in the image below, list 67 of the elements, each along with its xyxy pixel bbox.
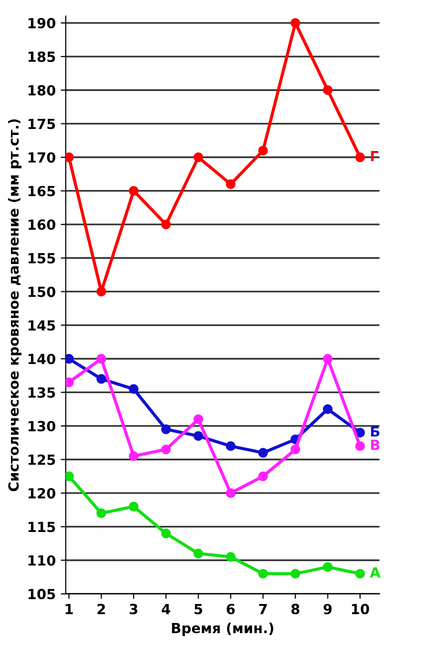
y-tick-label: 170 [28, 152, 56, 163]
point [161, 220, 171, 230]
y-tick-label: 120 [28, 488, 56, 499]
point [226, 488, 236, 498]
point [355, 441, 365, 451]
point [128, 186, 139, 196]
point [96, 374, 106, 384]
x-tick-label: 7 [259, 604, 267, 614]
point [258, 448, 268, 458]
point [290, 444, 300, 454]
y-tick-label: 180 [28, 85, 56, 96]
y-tick-label: 125 [28, 454, 56, 465]
x-tick-label: 3 [130, 604, 138, 614]
series-label: Б [371, 426, 380, 436]
series-label: А [370, 567, 380, 578]
point [322, 85, 333, 95]
point [258, 146, 268, 156]
y-tick-label: 190 [28, 18, 56, 28]
point [193, 414, 204, 424]
y-tick-label: 105 [28, 588, 56, 600]
x-tick-label: 9 [324, 604, 332, 614]
point [355, 568, 365, 579]
x-tick-label: 2 [98, 604, 105, 614]
point [226, 441, 236, 451]
point [193, 548, 204, 558]
y-tick-label: 135 [28, 387, 56, 398]
y-tick-label: 130 [28, 420, 56, 432]
point [193, 152, 204, 162]
point [96, 354, 106, 364]
point [258, 568, 268, 579]
y-axis-title: Систолическое кровяное давление (мм рт.ст.) [8, 119, 22, 492]
series-label: В [371, 440, 380, 450]
point [161, 528, 171, 538]
y-tick-label: 155 [28, 253, 56, 264]
y-tick-label: 160 [28, 219, 56, 230]
y-tick-label: 175 [28, 118, 56, 130]
point [161, 424, 171, 434]
x-tick-label: 10 [352, 604, 370, 614]
point [96, 286, 106, 296]
point [290, 568, 300, 579]
point [322, 562, 333, 572]
point [96, 508, 106, 518]
point [128, 451, 139, 462]
point [322, 354, 333, 364]
point [322, 404, 333, 414]
x-tick-label: 1 [66, 604, 73, 614]
point [128, 502, 139, 512]
point [290, 18, 300, 28]
x-tick-label: 5 [194, 604, 202, 614]
point [226, 552, 236, 562]
x-tick-label: 6 [226, 604, 235, 614]
y-tick-label: 185 [28, 51, 56, 62]
x-axis-title: Время (мин.) [172, 622, 274, 636]
y-tick-label: 145 [28, 320, 56, 331]
point [128, 384, 139, 394]
point [355, 152, 365, 162]
point [226, 179, 236, 189]
y-tick-label: 140 [28, 354, 56, 364]
y-tick-label: 165 [28, 186, 56, 196]
y-tick-label: 115 [28, 522, 56, 532]
y-tick-label: 110 [28, 555, 56, 566]
point [258, 471, 268, 482]
point [193, 431, 204, 441]
x-tick-label: 4 [162, 604, 170, 614]
x-tick-label: 8 [291, 604, 300, 614]
y-tick-label: 150 [28, 286, 56, 298]
point [161, 444, 171, 454]
